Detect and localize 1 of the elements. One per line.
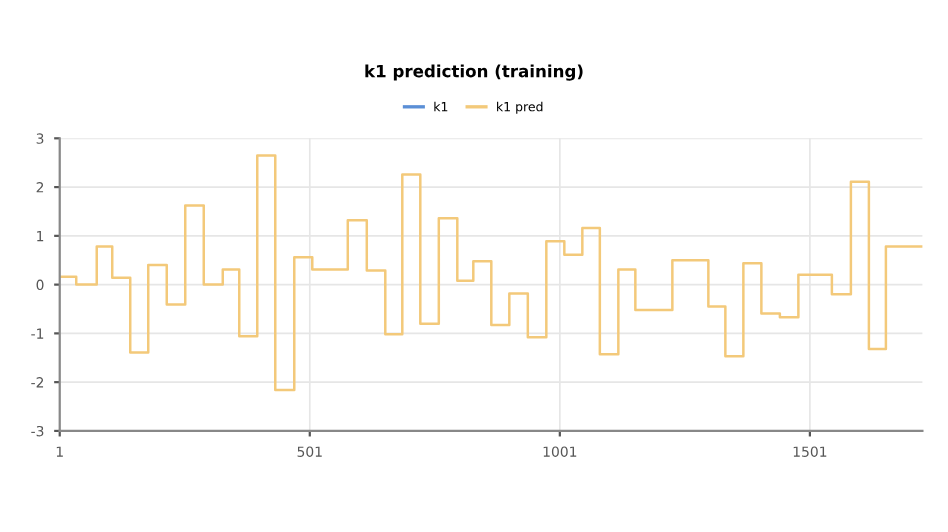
chart-title: k1 prediction (training) [365,64,583,81]
